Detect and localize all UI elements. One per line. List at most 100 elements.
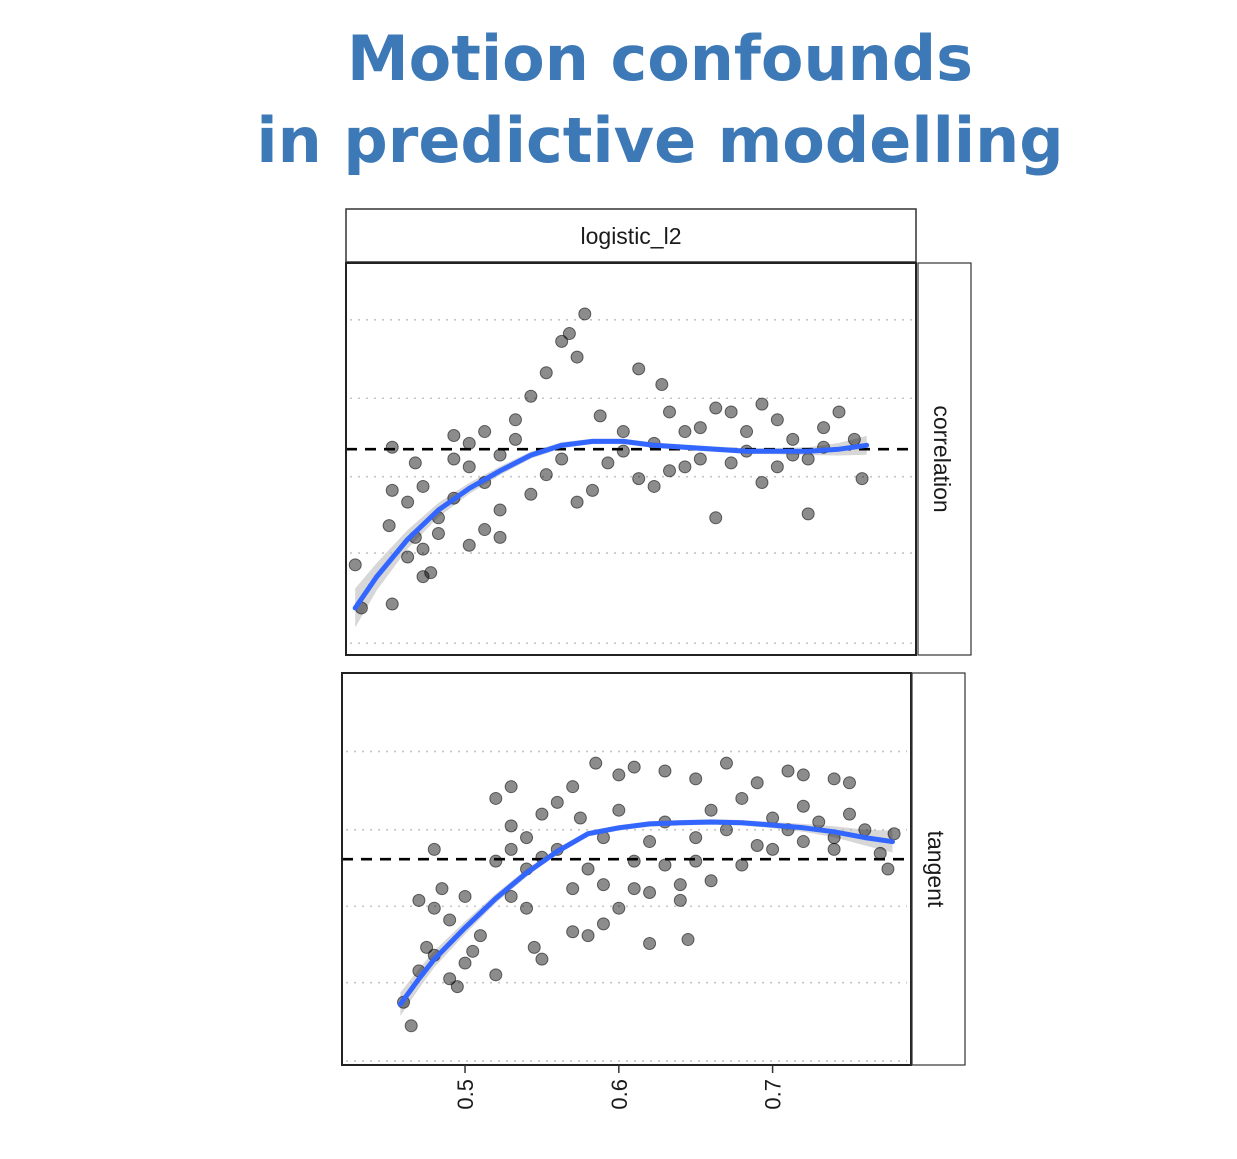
- data-point: [416, 542, 430, 556]
- data-point: [842, 776, 856, 790]
- data-point: [427, 842, 441, 856]
- data-point: [504, 819, 518, 833]
- data-point: [842, 807, 856, 821]
- data-point: [740, 425, 754, 439]
- data-point: [596, 878, 610, 892]
- data-point: [535, 952, 549, 966]
- data-point: [585, 483, 599, 497]
- data-point: [570, 495, 584, 509]
- data-point: [873, 846, 887, 860]
- data-point: [535, 807, 549, 821]
- data-point: [858, 823, 872, 837]
- data-point: [555, 452, 569, 466]
- x-tick-label: 0.5: [453, 1079, 478, 1110]
- data-point: [504, 842, 518, 856]
- data-point: [658, 858, 672, 872]
- data-point: [462, 538, 476, 552]
- data-point: [489, 854, 503, 868]
- data-point: [385, 483, 399, 497]
- data-point: [627, 854, 641, 868]
- data-point: [527, 940, 541, 954]
- data-point: [489, 791, 503, 805]
- data-point: [781, 764, 795, 778]
- data-point: [643, 886, 657, 900]
- data-point: [573, 811, 587, 825]
- title-line-2: in predictive modelling: [256, 104, 1064, 177]
- data-point: [678, 425, 692, 439]
- data-point: [750, 838, 764, 852]
- data-point: [770, 413, 784, 427]
- x-tick-label: 0.7: [761, 1079, 786, 1110]
- panel-border: [345, 262, 917, 656]
- data-point: [709, 511, 723, 525]
- data-point: [801, 507, 815, 521]
- title-line-1: Motion confounds: [346, 22, 974, 95]
- data-point: [681, 933, 695, 947]
- data-point: [616, 425, 630, 439]
- data-point: [616, 444, 630, 458]
- data-point: [450, 980, 464, 994]
- data-point: [462, 436, 476, 450]
- data-point: [673, 878, 687, 892]
- data-point: [566, 882, 580, 896]
- facet-strip-right-tangent: [911, 672, 966, 1066]
- data-point: [478, 425, 492, 439]
- data-point: [796, 768, 810, 782]
- data-point: [887, 827, 901, 841]
- data-point: [566, 780, 580, 794]
- data-point: [462, 460, 476, 474]
- data-point: [408, 456, 422, 470]
- data-point: [416, 570, 430, 584]
- data-point: [385, 440, 399, 454]
- data-point: [443, 972, 457, 986]
- data-point: [612, 803, 626, 817]
- data-point: [520, 831, 534, 845]
- data-point: [673, 893, 687, 907]
- data-point: [658, 764, 672, 778]
- data-point: [555, 334, 569, 348]
- data-point: [735, 791, 749, 805]
- x-axis: 0.5 0.6 0.7: [453, 1065, 786, 1110]
- data-point: [412, 893, 426, 907]
- data-point: [524, 487, 538, 501]
- smooth-line: [397, 819, 895, 1007]
- data-point: [724, 456, 738, 470]
- facet-strip-right-correlation: [917, 262, 972, 656]
- data-point: [493, 448, 507, 462]
- data-point: [735, 858, 749, 872]
- data-point: [566, 925, 580, 939]
- panel-tangent: [341, 672, 912, 1066]
- data-point: [796, 799, 810, 813]
- data-point: [678, 460, 692, 474]
- data-point: [539, 366, 553, 380]
- data-point: [466, 944, 480, 958]
- page-title: Motion confounds in predictive modelling: [0, 18, 1237, 182]
- data-point: [827, 772, 841, 786]
- data-point: [766, 811, 780, 825]
- data-point: [447, 452, 461, 466]
- data-point: [709, 401, 723, 415]
- data-point: [427, 901, 441, 915]
- data-point: [401, 495, 415, 509]
- data-point: [508, 413, 522, 427]
- data-point: [704, 803, 718, 817]
- data-point: [443, 913, 457, 927]
- x-tick-label: 0.6: [607, 1079, 632, 1110]
- data-point: [612, 901, 626, 915]
- data-point: [473, 929, 487, 943]
- data-point: [420, 940, 434, 954]
- data-point: [435, 882, 449, 896]
- smooth-line: [352, 438, 870, 611]
- data-point: [704, 874, 718, 888]
- data-point: [596, 917, 610, 931]
- data-point: [663, 464, 677, 478]
- data-point: [581, 862, 595, 876]
- panel-background: [342, 673, 911, 1065]
- data-point: [750, 776, 764, 790]
- data-point: [855, 472, 869, 486]
- data-point: [812, 815, 826, 829]
- data-point: [796, 835, 810, 849]
- data-point: [755, 476, 769, 490]
